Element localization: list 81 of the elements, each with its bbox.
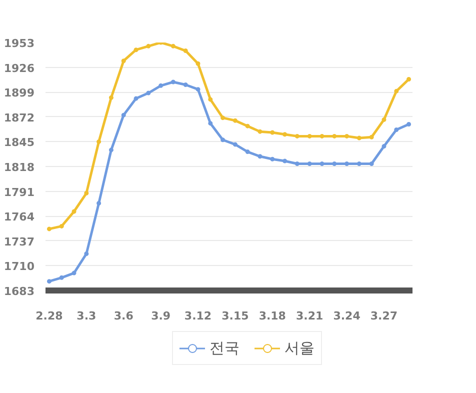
y-tick-label: 1818 xyxy=(4,161,35,174)
x-tick-label: 3.24 xyxy=(333,310,361,322)
point xyxy=(196,61,200,66)
point xyxy=(170,44,176,48)
point xyxy=(208,121,213,126)
point xyxy=(232,118,238,123)
x-tick-label: 3.6 xyxy=(114,310,134,322)
point xyxy=(146,90,151,96)
point xyxy=(96,200,102,206)
point xyxy=(356,136,362,140)
point xyxy=(406,122,412,126)
point xyxy=(158,83,164,88)
point xyxy=(394,128,399,132)
x-tick-label: 3.21 xyxy=(296,310,324,322)
point xyxy=(59,275,64,280)
point xyxy=(72,270,76,276)
point xyxy=(245,150,250,154)
point xyxy=(294,134,300,138)
point xyxy=(332,134,337,138)
point xyxy=(208,97,213,102)
y-tick-label: 1791 xyxy=(4,186,35,199)
x-tick-label: 3.27 xyxy=(370,310,398,322)
point xyxy=(121,112,126,118)
point xyxy=(72,209,76,214)
point xyxy=(369,162,374,166)
point xyxy=(84,190,89,196)
point xyxy=(59,224,64,228)
point xyxy=(46,279,52,284)
point xyxy=(394,88,399,94)
y-tick-label: 1953 xyxy=(4,37,35,50)
y-tick-label: 1764 xyxy=(4,210,35,224)
y-tick-label: 1683 xyxy=(4,285,35,298)
point xyxy=(258,129,262,134)
point xyxy=(245,124,250,128)
point xyxy=(307,162,312,166)
legend-label: 전국 xyxy=(210,338,240,358)
y-tick-label: 1737 xyxy=(4,235,35,248)
point xyxy=(369,134,374,140)
point xyxy=(382,144,386,149)
point xyxy=(220,138,226,142)
point xyxy=(320,134,324,138)
point xyxy=(134,96,138,101)
point xyxy=(121,58,126,64)
point xyxy=(282,158,288,164)
point xyxy=(232,142,238,147)
x-tick-label: 3.15 xyxy=(222,310,249,322)
y-tick-label: 1926 xyxy=(4,62,35,75)
y-tick-label: 1872 xyxy=(4,111,35,124)
point xyxy=(183,48,188,54)
point xyxy=(356,162,362,166)
point xyxy=(96,139,102,144)
point xyxy=(320,162,324,166)
point xyxy=(134,48,138,52)
point xyxy=(183,82,188,87)
point xyxy=(258,154,262,159)
x-tick-label: 3.12 xyxy=(184,310,212,322)
point xyxy=(84,252,89,256)
point xyxy=(270,156,275,162)
point xyxy=(170,80,176,84)
point xyxy=(294,162,300,166)
point xyxy=(108,95,114,100)
point xyxy=(196,87,200,92)
point xyxy=(332,162,337,166)
point xyxy=(382,117,386,122)
point xyxy=(307,134,312,138)
x-tick-label: 2.28 xyxy=(36,310,63,322)
point xyxy=(46,226,52,232)
x-tick-label: 3.3 xyxy=(76,310,96,322)
x-tick-label: 3.9 xyxy=(151,310,171,322)
point xyxy=(146,44,151,48)
point xyxy=(282,132,288,137)
y-tick-label: 1845 xyxy=(4,136,35,150)
y-tick-label: 1710 xyxy=(4,260,35,274)
y-tick-label: 1899 xyxy=(4,86,35,100)
point xyxy=(406,76,412,82)
point xyxy=(108,148,114,152)
point xyxy=(220,116,226,120)
point xyxy=(270,130,275,135)
point xyxy=(344,134,350,138)
x-tick-label: 3.18 xyxy=(258,310,286,322)
legend-label: 서울 xyxy=(284,338,314,358)
